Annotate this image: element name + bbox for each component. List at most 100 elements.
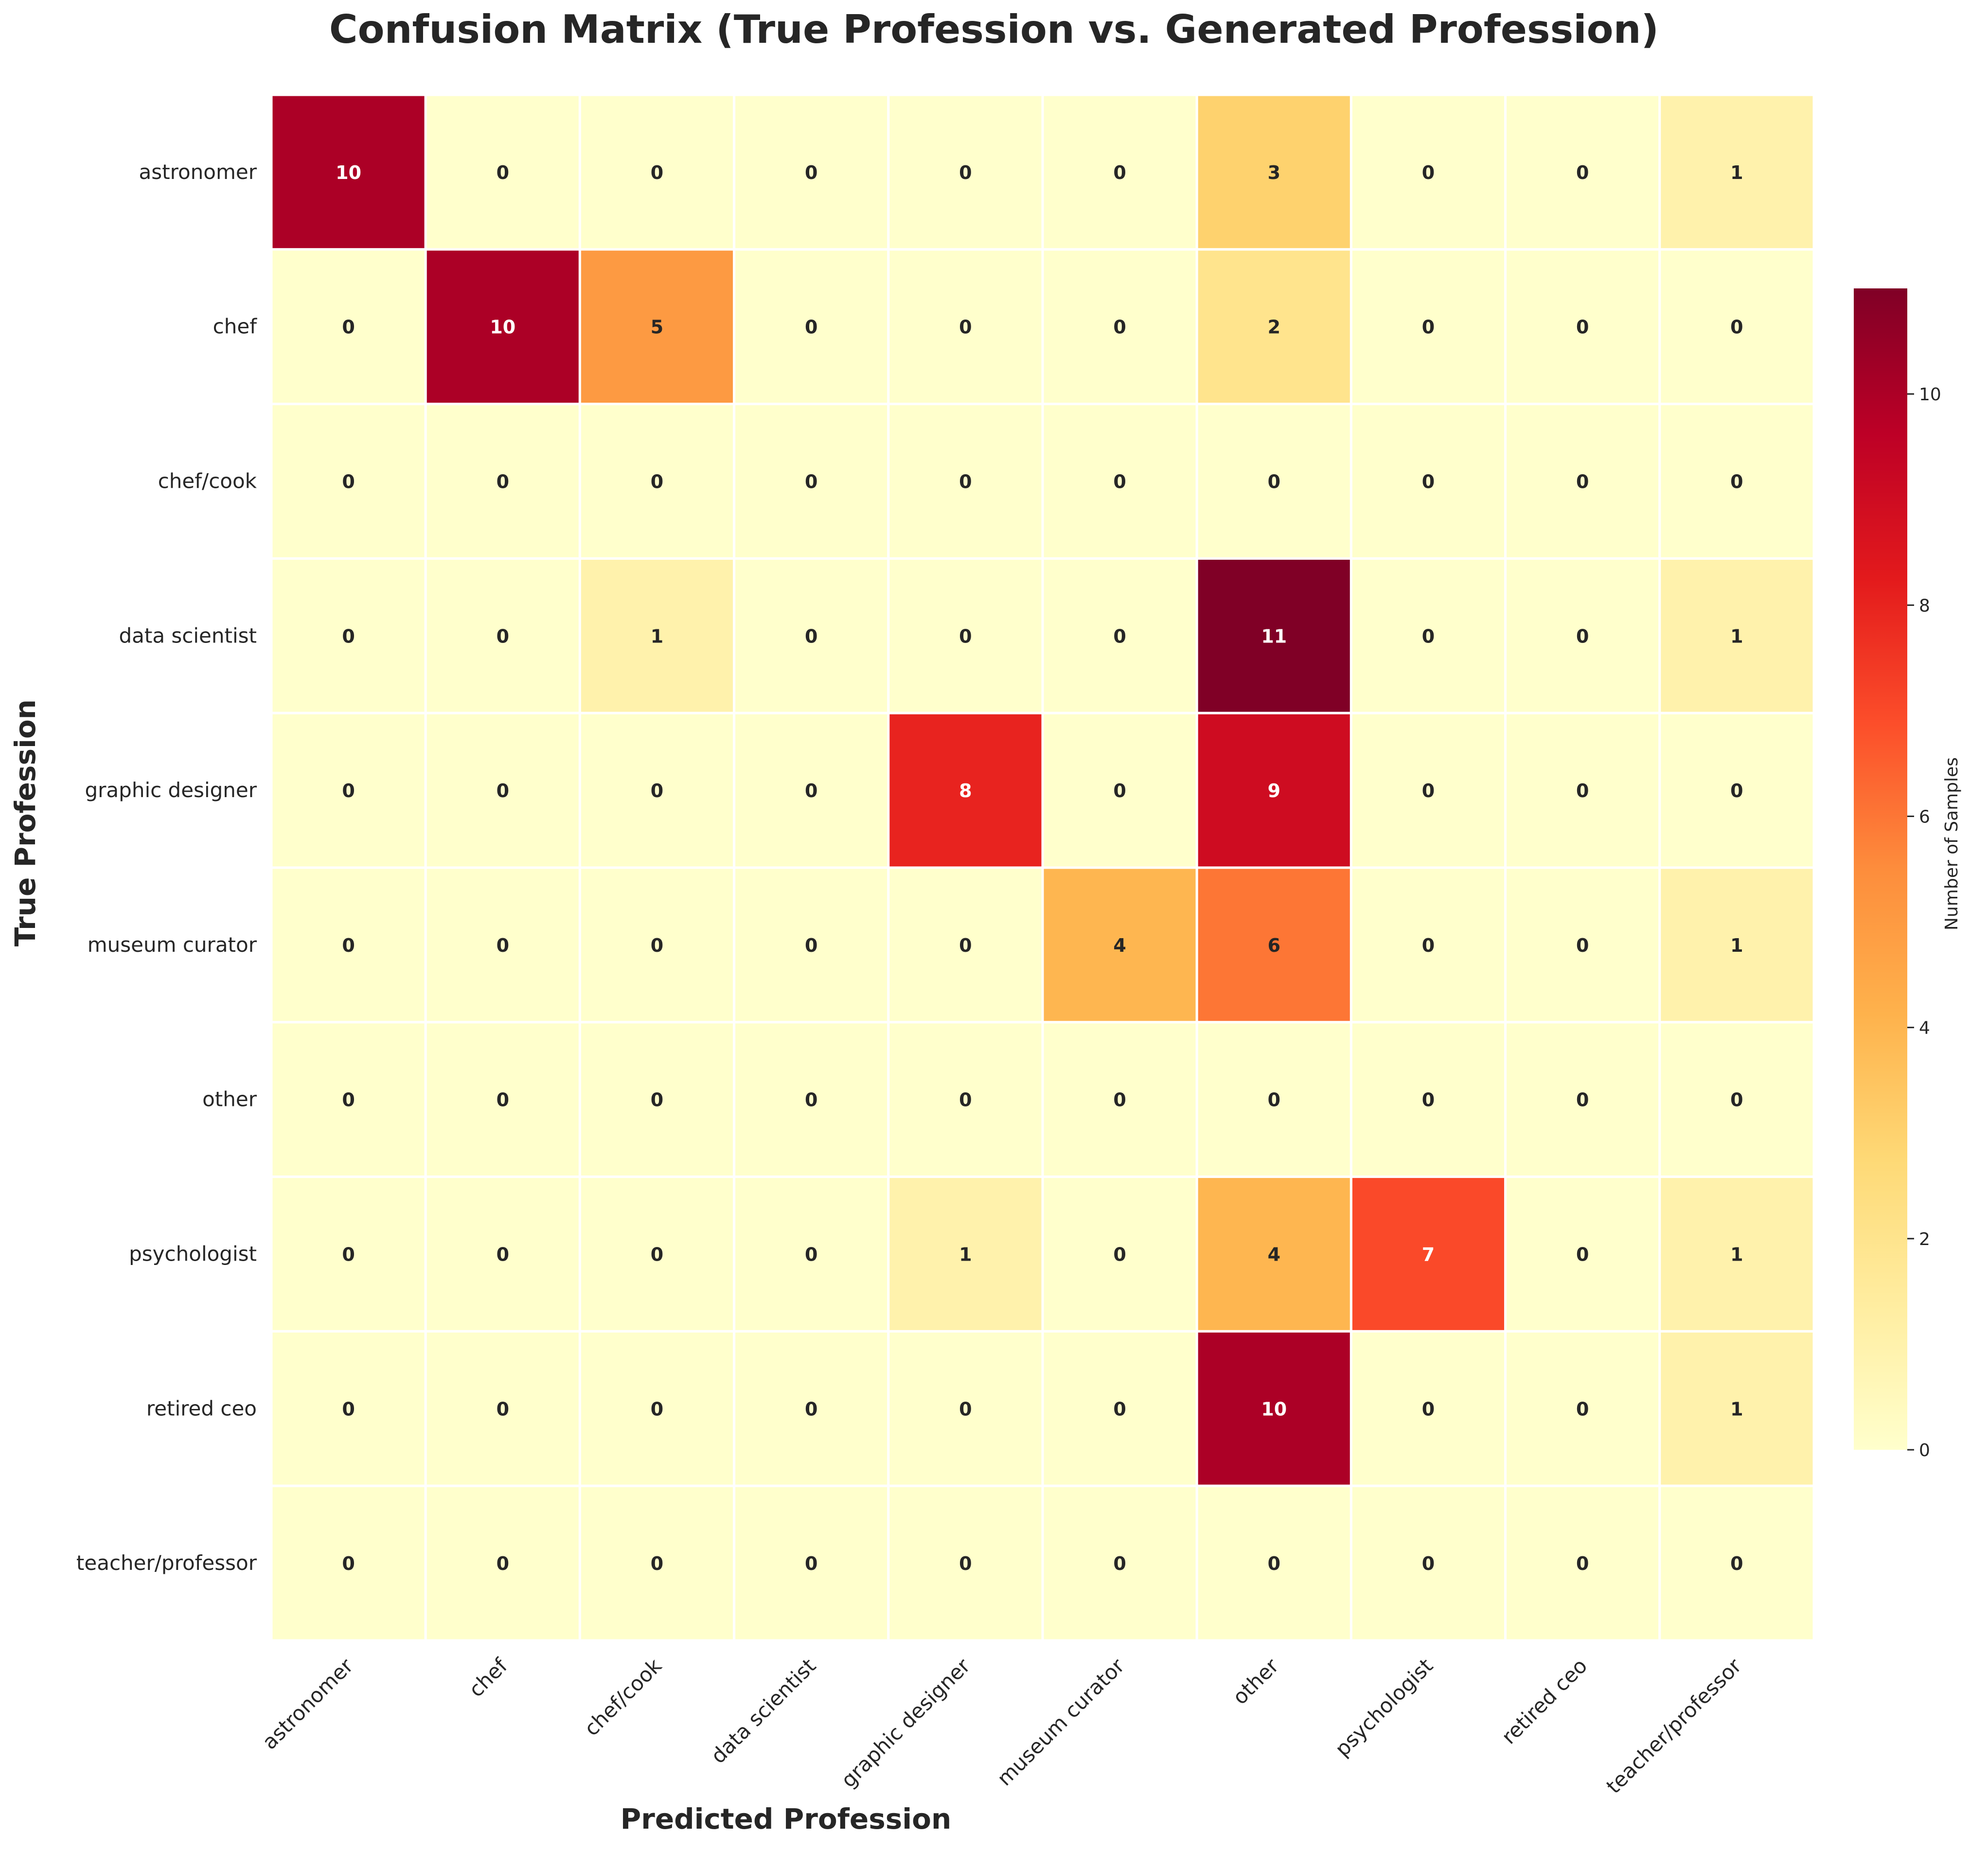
heatmap-cell [1504, 712, 1661, 869]
x-tick-label: other [1228, 1654, 1283, 1709]
y-tick-label: data scientist [119, 623, 257, 647]
cell-value-label: 0 [1422, 471, 1435, 493]
heatmap-cell [424, 93, 581, 251]
heatmap-cell [1504, 1175, 1661, 1333]
heatmap-cell [1504, 1021, 1661, 1178]
cell-value-label: 0 [497, 162, 509, 183]
cell-value-label: 3 [1268, 162, 1280, 183]
y-axis-label: True Profession [9, 699, 42, 946]
cell-value-label: 0 [959, 625, 972, 647]
heatmap-cell [887, 1330, 1044, 1487]
x-tick-label: teacher/professor [1601, 1654, 1746, 1799]
cell-value-label: 0 [1113, 1553, 1126, 1574]
cell-value-label: 0 [1730, 1089, 1743, 1111]
heatmap-cell [1041, 557, 1198, 714]
heatmap-cell [1195, 403, 1352, 560]
cell-value-label: 0 [1113, 1398, 1126, 1420]
cell-value-label: 0 [1576, 317, 1589, 338]
heatmap-cell [424, 248, 581, 406]
heatmap-cell [424, 712, 581, 869]
colorbar: 0 2 4 6 8 10 [1854, 288, 1941, 1460]
cell-value-label: 1 [651, 625, 663, 647]
cell-value-label: 0 [342, 1089, 355, 1111]
cell-value-label: 0 [1422, 935, 1435, 956]
heatmap-cell [733, 93, 890, 251]
heatmap-cell [1658, 1330, 1815, 1487]
heatmap-cell [1504, 403, 1661, 560]
cell-value-label: 0 [1268, 471, 1280, 493]
cell-value-label: 0 [1576, 1244, 1589, 1265]
cell-value-label: 10 [336, 162, 361, 183]
cell-value-label: 0 [959, 1089, 972, 1111]
colorbar-tick-label: 0 [1919, 1441, 1930, 1460]
cell-value-label: 0 [1422, 1398, 1435, 1420]
cell-value-label: 1 [1730, 625, 1743, 647]
heatmap-cell [1349, 1021, 1507, 1178]
heatmap-cells: 10 0 0 0 0 0 3 0 0 10 10 5 0 0 0 2 0 0 00 0 0 0 0 0 0 0 0 00 0 1 0 0 0 11… [270, 93, 1815, 1642]
heatmap-cell [1658, 1175, 1815, 1333]
y-tick-label: retired ceo [146, 1396, 257, 1420]
heatmap-cell [578, 866, 736, 1024]
cell-value-label: 0 [959, 1553, 972, 1574]
cell-value-label: 0 [1113, 471, 1126, 493]
cell-value-label: 0 [805, 625, 817, 647]
heatmap-cell [1658, 403, 1815, 560]
cell-value-label: 0 [1422, 625, 1435, 647]
heatmap-cell [1041, 712, 1198, 869]
cell-value-label: 1 [1730, 935, 1743, 956]
cell-value-label: 0 [1113, 625, 1126, 647]
cell-value-label: 0 [959, 1398, 972, 1420]
heatmap-cell [270, 557, 427, 714]
cell-value-label: 5 [651, 317, 663, 338]
heatmap-cell [1195, 1330, 1352, 1487]
cell-value-label: 0 [1268, 1089, 1280, 1111]
cell-value-label: 1 [959, 1244, 972, 1265]
heatmap-cell [424, 1330, 581, 1487]
cell-value-label: 0 [1422, 162, 1435, 183]
x-tick-label: graphic designer [836, 1654, 975, 1792]
colorbar-label: Number of Samples [1942, 757, 1962, 930]
cell-value-label: 0 [805, 317, 817, 338]
cell-value-label: 0 [342, 471, 355, 493]
cell-value-label: 0 [805, 162, 817, 183]
cell-value-label: 0 [1576, 780, 1589, 801]
heatmap-cell [1041, 93, 1198, 251]
heatmap-cell [1195, 557, 1352, 714]
heatmap-cell [1349, 557, 1507, 714]
y-tick-label: teacher/professor [76, 1551, 257, 1575]
heatmap-cell [1195, 1175, 1352, 1333]
cell-value-label: 0 [497, 625, 509, 647]
colorbar-tick-label: 8 [1919, 596, 1930, 616]
cell-value-label: 0 [497, 471, 509, 493]
cell-value-label: 8 [959, 780, 972, 801]
cell-value-label: 0 [342, 935, 355, 956]
heatmap-cell [1349, 1175, 1507, 1333]
cell-value-label: 0 [497, 780, 509, 801]
heatmap-cell [1349, 93, 1507, 251]
heatmap-cell [1349, 403, 1507, 560]
heatmap-cell [424, 403, 581, 560]
x-tick-label: psychologist [1331, 1654, 1438, 1761]
cell-value-label: 0 [1730, 471, 1743, 493]
heatmap-cell [1658, 1021, 1815, 1178]
cell-value-label: 0 [1730, 780, 1743, 801]
cell-value-label: 0 [342, 1398, 355, 1420]
heatmap-cell [1658, 93, 1815, 251]
cell-value-label: 0 [805, 1398, 817, 1420]
cell-value-label: 0 [959, 935, 972, 956]
heatmap-cell [424, 1175, 581, 1333]
heatmap-cell [578, 403, 736, 560]
cell-value-label: 0 [1730, 1553, 1743, 1574]
heatmap-cell [1349, 712, 1507, 869]
y-tick-labels: astronomer chef chef/cook data scientist gra… [76, 160, 257, 1575]
cell-value-label: 0 [805, 1244, 817, 1265]
colorbar-scale [1854, 288, 1907, 1450]
y-tick-label: psychologist [129, 1242, 257, 1266]
cell-value-label: 0 [1730, 317, 1743, 338]
heatmap-cell [733, 1175, 890, 1333]
cell-value-label: 0 [1576, 162, 1589, 183]
cell-value-label: 4 [1113, 935, 1126, 956]
x-tick-label: retired ceo [1497, 1654, 1592, 1748]
chart-title: Confusion Matrix (True Profession vs. Ge… [329, 7, 1659, 52]
